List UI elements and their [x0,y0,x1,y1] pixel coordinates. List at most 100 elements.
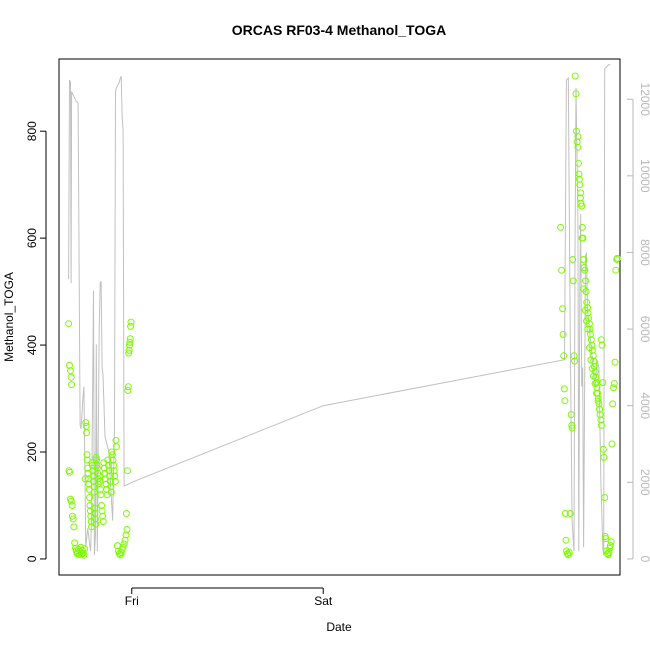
data-point [593,384,601,392]
data-point [569,277,577,285]
data-point [91,510,99,517]
data-point [66,468,74,476]
data-point [111,472,119,480]
right-tick-label: 10000 [638,159,650,193]
data-point [68,381,76,389]
left-tick-label: 800 [25,121,39,141]
data-point [66,361,73,369]
data-point [124,383,132,391]
line-series [68,64,611,556]
data-point [560,352,568,360]
data-point [104,461,112,469]
data-point [119,543,127,551]
data-point [598,341,606,349]
data-point [599,445,607,453]
data-point [609,400,617,408]
data-point [597,336,605,344]
data-point [576,181,584,189]
data-point [561,397,569,405]
data-point [127,322,135,330]
data-point [613,254,621,262]
data-point [567,411,575,419]
data-point [92,520,100,528]
data-point [83,451,91,459]
data-point [568,421,576,429]
data-point [584,325,592,333]
data-point [596,411,604,419]
data-point [575,175,583,183]
data-point [588,365,596,373]
data-point [126,335,134,343]
data-point [107,488,115,496]
data-point [611,358,619,366]
data-point [106,477,114,485]
data-point [108,451,116,459]
data-point [67,373,75,381]
data-point [595,400,603,408]
data-point [107,483,115,491]
left-tick-label: 200 [25,442,39,462]
data-point [69,515,77,523]
x-axis-label: Date [326,620,352,634]
data-point [593,389,601,397]
data-point [599,379,607,386]
data-point [597,416,605,424]
data-point [81,545,89,553]
data-point [585,344,593,352]
data-point [123,467,131,475]
data-point [105,467,113,475]
data-point [561,510,569,517]
data-point [86,494,94,501]
data-point [583,317,590,325]
left-tick-label: 600 [25,228,39,248]
chart-title: ORCAS RF03-4 Methanol_TOGA [232,22,446,38]
data-point [569,256,577,263]
data-point [98,502,105,509]
data-point [575,159,582,167]
data-point [90,488,98,496]
data-point [127,318,135,326]
y-axis-label: Methanol_TOGA [2,272,16,362]
data-point [587,330,594,338]
left-tick-label: 400 [25,335,39,355]
data-point [83,429,91,437]
data-point [586,325,594,333]
right-tick-label: 6000 [638,316,650,343]
data-point [608,440,616,448]
data-point [568,424,576,432]
data-point [606,542,614,550]
data-point [578,202,586,210]
data-point [571,72,579,80]
data-point [96,477,104,485]
data-point [68,502,76,509]
right-tick-label: 12000 [638,83,650,117]
data-point [99,518,107,525]
data-point [574,133,582,140]
right-tick-label: 2000 [638,469,650,496]
data-point [582,277,589,285]
data-point [583,298,591,306]
right-axis: 0 2000 4000 6000 8000 10000 12000 [627,83,650,563]
data-point [578,234,586,242]
bottom-axis: Fri Sat [125,587,333,608]
data-point [565,549,573,556]
data-point [580,256,588,263]
data-point [591,380,599,388]
data-point [559,330,567,338]
bottom-tick-label: Fri [125,594,139,608]
data-point [125,346,133,354]
data-point [572,90,580,98]
data-point [70,523,78,531]
data-point [597,421,605,429]
data-point [109,456,117,464]
data-point [581,266,589,274]
data-point [574,143,582,151]
data-point [612,266,620,274]
data-point [577,189,585,197]
data-point [108,448,116,456]
points-series [65,72,621,559]
data-point [587,336,595,344]
data-point [590,372,598,380]
data-point [594,397,602,405]
